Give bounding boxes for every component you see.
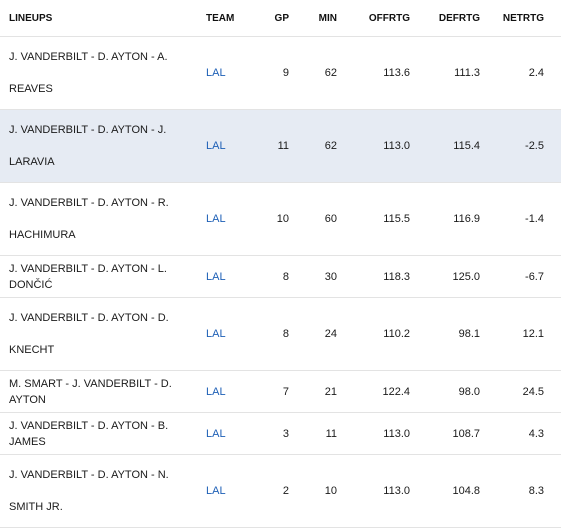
lineup-cell: J. VANDERBILT - D. AYTON - N. SMITH JR. xyxy=(0,454,202,528)
lineup-cell: M. SMART - J. VANDERBILT - D. AYTON xyxy=(0,370,202,413)
table-row: J. VANDERBILT - D. AYTON - N. SMITH JR. … xyxy=(0,454,561,528)
column-header-offrtg[interactable]: OFFRTG xyxy=(356,0,426,37)
defrtg-cell: 108.7 xyxy=(426,412,496,455)
team-cell: LAL xyxy=(202,412,258,455)
gp-cell: 3 xyxy=(258,412,306,455)
netrtg-cell: -1.4 xyxy=(496,182,561,256)
min-cell: 21 xyxy=(306,370,356,413)
team-cell: LAL xyxy=(202,36,258,110)
offrtg-cell: 113.0 xyxy=(356,454,426,528)
column-header-team[interactable]: TEAM xyxy=(202,0,258,37)
min-cell: 10 xyxy=(306,454,356,528)
offrtg-cell: 122.4 xyxy=(356,370,426,413)
netrtg-cell: 4.3 xyxy=(496,412,561,455)
netrtg-cell: -6.7 xyxy=(496,255,561,298)
team-cell: LAL xyxy=(202,182,258,256)
table-row-highlighted: J. VANDERBILT - D. AYTON - J. LARAVIA LA… xyxy=(0,109,561,183)
netrtg-cell: 2.4 xyxy=(496,36,561,110)
team-link[interactable]: LAL xyxy=(206,328,226,340)
column-header-lineups[interactable]: LINEUPS xyxy=(0,0,202,37)
min-cell: 11 xyxy=(306,412,356,455)
min-cell: 30 xyxy=(306,255,356,298)
team-cell: LAL xyxy=(202,297,258,371)
offrtg-cell: 113.0 xyxy=(356,412,426,455)
table-header-row: LINEUPS TEAM GP MIN OFFRTG DEFRTG NETRTG xyxy=(0,0,561,37)
min-cell: 62 xyxy=(306,109,356,183)
min-cell: 62 xyxy=(306,36,356,110)
min-cell: 24 xyxy=(306,297,356,371)
table-row: J. VANDERBILT - D. AYTON - B. JAMES LAL … xyxy=(0,412,561,455)
team-link[interactable]: LAL xyxy=(206,140,226,152)
netrtg-cell: -2.5 xyxy=(496,109,561,183)
defrtg-cell: 111.3 xyxy=(426,36,496,110)
gp-cell: 8 xyxy=(258,255,306,298)
defrtg-cell: 98.1 xyxy=(426,297,496,371)
offrtg-cell: 113.0 xyxy=(356,109,426,183)
column-header-netrtg[interactable]: NETRTG xyxy=(496,0,561,37)
team-link[interactable]: LAL xyxy=(206,427,226,440)
netrtg-cell: 8.3 xyxy=(496,454,561,528)
lineup-name: J. VANDERBILT - D. AYTON - N. SMITH JR. xyxy=(9,469,169,513)
lineup-name: J. VANDERBILT - D. AYTON - A. REAVES xyxy=(9,51,168,95)
defrtg-cell: 116.9 xyxy=(426,182,496,256)
column-header-min[interactable]: MIN xyxy=(306,0,356,37)
table-row: J. VANDERBILT - D. AYTON - R. HACHIMURA … xyxy=(0,182,561,256)
defrtg-cell: 125.0 xyxy=(426,255,496,298)
netrtg-cell: 24.5 xyxy=(496,370,561,413)
gp-cell: 2 xyxy=(258,454,306,528)
table-row: J. VANDERBILT - D. AYTON - L. DONČIĆ LAL… xyxy=(0,255,561,298)
team-link[interactable]: LAL xyxy=(206,385,226,398)
table-row: J. VANDERBILT - D. AYTON - A. REAVES LAL… xyxy=(0,36,561,110)
team-link[interactable]: LAL xyxy=(206,67,226,79)
netrtg-cell: 12.1 xyxy=(496,297,561,371)
table-row: M. SMART - J. VANDERBILT - D. AYTON LAL … xyxy=(0,370,561,413)
lineup-cell: J. VANDERBILT - D. AYTON - A. REAVES xyxy=(0,36,202,110)
gp-cell: 9 xyxy=(258,36,306,110)
offrtg-cell: 115.5 xyxy=(356,182,426,256)
lineup-name: M. SMART - J. VANDERBILT - D. AYTON xyxy=(9,377,172,406)
gp-cell: 7 xyxy=(258,370,306,413)
lineup-name: J. VANDERBILT - D. AYTON - J. LARAVIA xyxy=(9,124,167,168)
offrtg-cell: 118.3 xyxy=(356,255,426,298)
lineup-name: J. VANDERBILT - D. AYTON - L. DONČIĆ xyxy=(9,262,167,291)
lineup-cell: J. VANDERBILT - D. AYTON - J. LARAVIA xyxy=(0,109,202,183)
defrtg-cell: 98.0 xyxy=(426,370,496,413)
lineup-name: J. VANDERBILT - D. AYTON - B. JAMES xyxy=(9,419,169,448)
lineup-cell: J. VANDERBILT - D. AYTON - B. JAMES xyxy=(0,412,202,455)
team-cell: LAL xyxy=(202,109,258,183)
team-cell: LAL xyxy=(202,370,258,413)
offrtg-cell: 110.2 xyxy=(356,297,426,371)
column-header-gp[interactable]: GP xyxy=(258,0,306,37)
min-cell: 60 xyxy=(306,182,356,256)
team-cell: LAL xyxy=(202,454,258,528)
offrtg-cell: 113.6 xyxy=(356,36,426,110)
defrtg-cell: 115.4 xyxy=(426,109,496,183)
lineup-name: J. VANDERBILT - D. AYTON - R. HACHIMURA xyxy=(9,197,169,241)
gp-cell: 11 xyxy=(258,109,306,183)
column-header-defrtg[interactable]: DEFRTG xyxy=(426,0,496,37)
defrtg-cell: 104.8 xyxy=(426,454,496,528)
lineup-cell: J. VANDERBILT - D. AYTON - D. KNECHT xyxy=(0,297,202,371)
lineup-cell: J. VANDERBILT - D. AYTON - L. DONČIĆ xyxy=(0,255,202,298)
team-link[interactable]: LAL xyxy=(206,485,226,497)
table-row: J. VANDERBILT - D. AYTON - D. KNECHT LAL… xyxy=(0,297,561,371)
team-link[interactable]: LAL xyxy=(206,213,226,225)
gp-cell: 8 xyxy=(258,297,306,371)
gp-cell: 10 xyxy=(258,182,306,256)
team-link[interactable]: LAL xyxy=(206,270,226,283)
lineup-cell: J. VANDERBILT - D. AYTON - R. HACHIMURA xyxy=(0,182,202,256)
team-cell: LAL xyxy=(202,255,258,298)
lineup-name: J. VANDERBILT - D. AYTON - D. KNECHT xyxy=(9,312,169,356)
